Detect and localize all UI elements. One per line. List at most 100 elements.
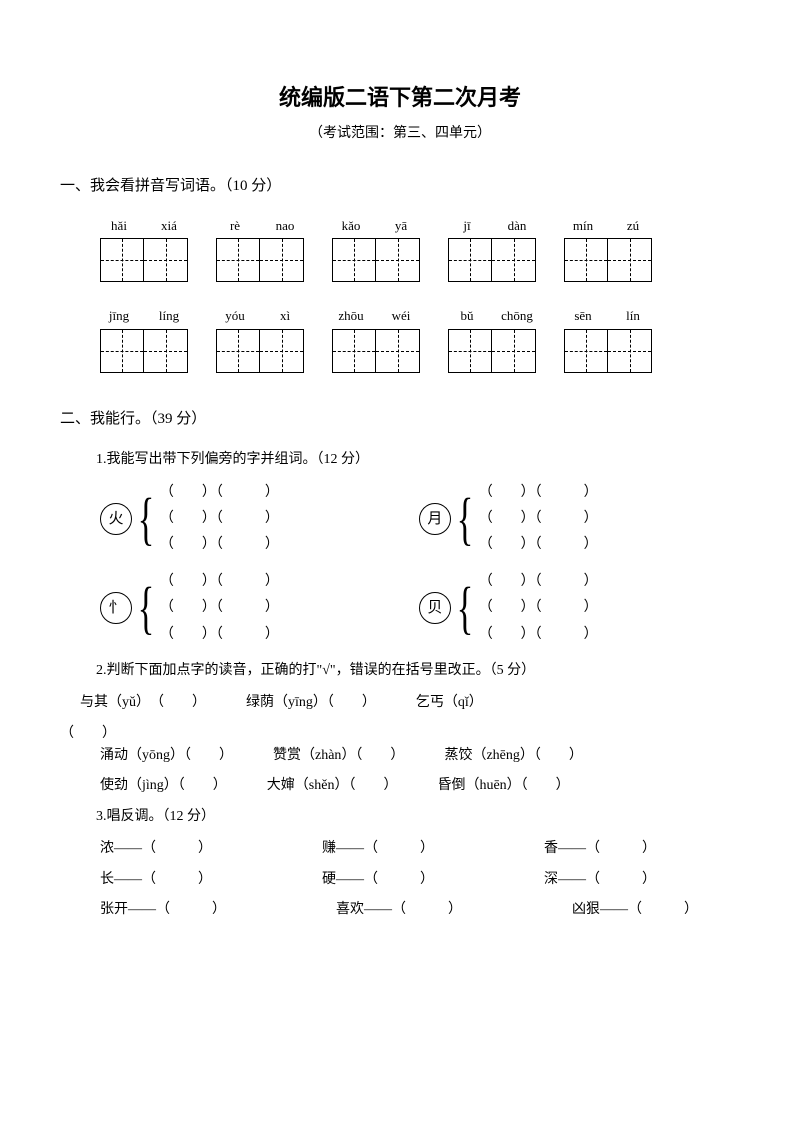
antonym-item[interactable]: 硬——（ ） [322, 869, 434, 891]
pron-row-2: 涌动（yōng）（ ） 赞赏（zhàn）（ ） 蒸饺（zhēng）（ ） [100, 745, 740, 767]
pinyin: zhōu [335, 306, 367, 327]
radical-xin: 忄 [100, 592, 132, 624]
pinyin: chōng [501, 306, 533, 327]
tianzi-cell[interactable] [144, 329, 188, 373]
antonym-row-3: 张开——（ ） 喜欢——（ ） 凶狠——（ ） [100, 899, 740, 921]
antonym-item[interactable]: 浓——（ ） [100, 838, 212, 860]
antonym-item[interactable]: 赚——（ ） [322, 838, 434, 860]
antonym-item[interactable]: 深——（ ） [544, 869, 656, 891]
radical-row-2: 忄 { （ ）（ ） （ ）（ ） （ ）（ ） 贝 { （ ）（ ） （ ）（… [100, 571, 740, 646]
tianzi-cell[interactable] [608, 329, 652, 373]
pron-item[interactable]: 与其（yǔ） （ ） [80, 692, 206, 714]
antonym-item[interactable]: 凶狠——（ ） [572, 899, 698, 921]
radical-yue: 月 [419, 503, 451, 535]
blank-lines[interactable]: （ ）（ ） （ ）（ ） （ ）（ ） [479, 571, 598, 646]
antonym-item[interactable]: 长——（ ） [100, 869, 212, 891]
radical-huo: 火 [100, 503, 132, 535]
pinyin: dàn [501, 216, 533, 237]
brace-icon: { [138, 582, 155, 634]
tianzi-cell[interactable] [260, 329, 304, 373]
tianzi-cell[interactable] [216, 329, 260, 373]
page-title: 统编版二语下第二次月考 [60, 80, 740, 115]
tianzi-cell[interactable] [332, 238, 376, 282]
tianzi-cell[interactable] [608, 238, 652, 282]
pinyin: wéi [385, 306, 417, 327]
pinyin: hǎi [103, 216, 135, 237]
radical-block: 贝 { （ ）（ ） （ ）（ ） （ ）（ ） [419, 571, 598, 646]
tianzi-cell[interactable] [376, 238, 420, 282]
pinyin-row-2: jīng líng yóuxì zhōuwéi bǔchōng sēnlín [100, 306, 740, 373]
page-subtitle: （考试范围：第三、四单元） [60, 123, 740, 145]
section1-heading: 一、我会看拼音写词语。（10 分） [60, 174, 740, 198]
tianzi-cell[interactable] [448, 238, 492, 282]
radical-block: 火 { （ ）（ ） （ ）（ ） （ ）（ ） [100, 482, 279, 557]
pinyin: xiá [153, 216, 185, 237]
pron-item[interactable]: 绿荫（yīng）（ ） [246, 692, 376, 714]
pinyin: nao [269, 216, 301, 237]
pinyin-group: bǔchōng [448, 306, 536, 373]
pinyin: sēn [567, 306, 599, 327]
pinyin-group: zhōuwéi [332, 306, 420, 373]
pinyin-group: sēnlín [564, 306, 652, 373]
brace-icon: { [138, 493, 155, 545]
tianzi-cell[interactable] [216, 238, 260, 282]
radical-block: 忄 { （ ）（ ） （ ）（ ） （ ）（ ） [100, 571, 279, 646]
pinyin: xì [269, 306, 301, 327]
pron-item[interactable]: 涌动（yōng）（ ） [100, 745, 233, 767]
antonym-item[interactable]: 喜欢——（ ） [336, 899, 462, 921]
antonym-row-2: 长——（ ） 硬——（ ） 深——（ ） [100, 869, 740, 891]
pinyin-group: kǎoyā [332, 216, 420, 283]
pinyin-group: jīdàn [448, 216, 536, 283]
tianzi-cell[interactable] [564, 329, 608, 373]
pinyin: mín [567, 216, 599, 237]
pinyin: jī [451, 216, 483, 237]
brace-icon: { [456, 493, 473, 545]
antonym-item[interactable]: 张开——（ ） [100, 899, 226, 921]
radical-row-1: 火 { （ ）（ ） （ ）（ ） （ ）（ ） 月 { （ ）（ ） （ ）（… [100, 482, 740, 557]
tianzi-cell[interactable] [492, 238, 536, 282]
q3-label: 3.唱反调。（12 分） [96, 806, 740, 828]
pinyin: yā [385, 216, 417, 237]
pinyin: zú [617, 216, 649, 237]
tianzi-cell[interactable] [260, 238, 304, 282]
pron-item[interactable]: 赞赏（zhàn）（ ） [273, 745, 404, 767]
pinyin: bǔ [451, 306, 483, 327]
radical-block: 月 { （ ）（ ） （ ）（ ） （ ）（ ） [419, 482, 598, 557]
antonym-item[interactable]: 香——（ ） [544, 838, 656, 860]
tianzi-cell[interactable] [144, 238, 188, 282]
pron-row-3: 使劲（jìng）（ ） 大婶（shěn）（ ） 昏倒（huēn）（ ） [100, 775, 740, 797]
pron-item[interactable]: 乞丐（qǐ） [416, 692, 483, 714]
pinyin-group: jīng líng [100, 306, 188, 373]
antonym-row-1: 浓——（ ） 赚——（ ） 香——（ ） [100, 838, 740, 860]
pinyin-group: hǎixiá [100, 216, 188, 283]
pron-item[interactable]: 大婶（shěn）（ ） [267, 775, 398, 797]
pron-item[interactable]: 昏倒（huēn）（ ） [437, 775, 569, 797]
pinyin: jīng [103, 306, 135, 327]
pron-row-1: 与其（yǔ） （ ） 绿荫（yīng）（ ） 乞丐（qǐ） [80, 692, 740, 714]
tianzi-cell[interactable] [448, 329, 492, 373]
section2-heading: 二、我能行。（39 分） [60, 407, 740, 431]
pinyin: líng [153, 306, 185, 327]
pinyin: lín [617, 306, 649, 327]
tianzi-cell[interactable] [100, 238, 144, 282]
tianzi-cell[interactable] [492, 329, 536, 373]
pinyin-group: rènao [216, 216, 304, 283]
pinyin-row-1: hǎixiá rènao kǎoyā jīdàn mínzú [100, 216, 740, 283]
q1-label: 1.我能写出带下列偏旁的字并组词。（12 分） [96, 449, 740, 471]
tianzi-cell[interactable] [332, 329, 376, 373]
blank-lines[interactable]: （ ）（ ） （ ）（ ） （ ）（ ） [479, 482, 598, 557]
blank-lines[interactable]: （ ）（ ） （ ）（ ） （ ）（ ） [160, 482, 279, 557]
radical-bei: 贝 [419, 592, 451, 624]
pinyin-group: mínzú [564, 216, 652, 283]
pinyin: kǎo [335, 216, 367, 237]
pinyin: yóu [219, 306, 251, 327]
tianzi-cell[interactable] [100, 329, 144, 373]
blank-lines[interactable]: （ ）（ ） （ ）（ ） （ ）（ ） [160, 571, 279, 646]
pinyin-group: yóuxì [216, 306, 304, 373]
tianzi-cell[interactable] [376, 329, 420, 373]
pron-item[interactable]: 使劲（jìng）（ ） [100, 775, 227, 797]
tianzi-cell[interactable] [564, 238, 608, 282]
pinyin: rè [219, 216, 251, 237]
brace-icon: { [456, 582, 473, 634]
pron-item[interactable]: 蒸饺（zhēng）（ ） [444, 745, 582, 767]
